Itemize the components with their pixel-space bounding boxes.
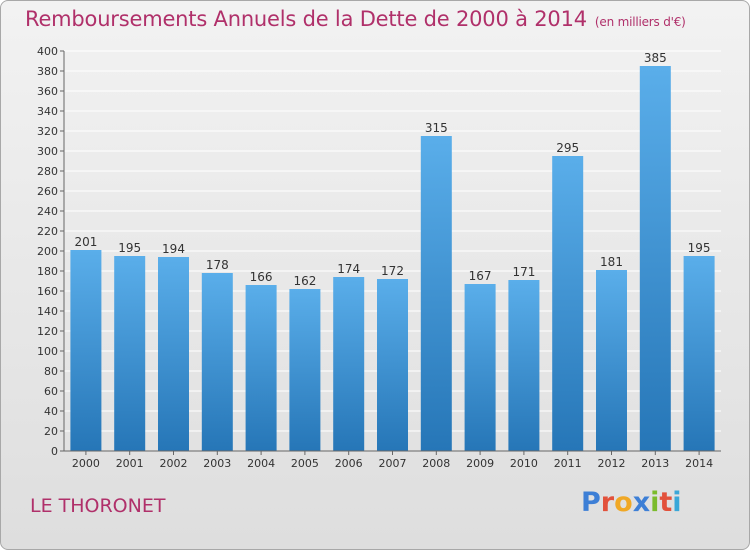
x-tick-label: 2009 (466, 457, 494, 470)
y-tick-label: 240 (37, 205, 58, 218)
bar-value-label: 295 (556, 141, 579, 155)
y-tick-label: 340 (37, 105, 58, 118)
y-tick-label: 220 (37, 225, 58, 238)
bar (158, 257, 189, 451)
bar-value-label: 166 (250, 270, 273, 284)
bar-value-label: 195 (688, 241, 711, 255)
y-tick-label: 120 (37, 325, 58, 338)
x-tick-label: 2001 (116, 457, 144, 470)
x-tick-label: 2006 (335, 457, 363, 470)
y-tick-label: 140 (37, 305, 58, 318)
bar-value-label: 194 (162, 242, 185, 256)
x-tick-label: 2011 (554, 457, 582, 470)
y-tick-label: 360 (37, 85, 58, 98)
x-tick-label: 2002 (160, 457, 188, 470)
x-tick-label: 2010 (510, 457, 538, 470)
logo-letter: t (659, 487, 673, 518)
proxiti-logo: Proxiti (581, 487, 682, 518)
x-tick-label: 2013 (641, 457, 669, 470)
x-tick-label: 2012 (598, 457, 626, 470)
logo-letter: i (672, 487, 682, 518)
y-tick-label: 300 (37, 145, 58, 158)
bar (114, 256, 146, 451)
bar (596, 270, 627, 451)
y-tick-label: 60 (44, 385, 58, 398)
y-tick-label: 80 (44, 365, 58, 378)
bar (245, 285, 277, 451)
bar (508, 280, 540, 451)
chart-title: Remboursements Annuels de la Dette de 20… (25, 7, 686, 31)
chart-title-text: Remboursements Annuels de la Dette de 20… (25, 7, 587, 31)
x-tick-label: 2007 (379, 457, 407, 470)
y-tick-label: 100 (37, 345, 58, 358)
bar-value-label: 181 (600, 255, 623, 269)
bar (420, 136, 452, 451)
bar-value-label: 167 (469, 269, 492, 283)
bar (289, 289, 321, 451)
commune-name: LE THORONET (30, 495, 166, 517)
bar (552, 156, 584, 451)
bar (464, 284, 496, 451)
logo-letter: r (600, 487, 615, 518)
bar-value-label: 195 (118, 241, 141, 255)
y-tick-label: 160 (37, 285, 58, 298)
bar-value-label: 385 (644, 51, 667, 65)
y-tick-label: 20 (44, 425, 58, 438)
bar (70, 250, 102, 451)
bar-value-label: 172 (381, 264, 404, 278)
chart-subtitle: (en milliers d'€) (594, 15, 686, 29)
bar (639, 66, 671, 451)
axes: 0 20 40 60 80 100 120 140 160 180 200 220 240 260 280 3… (37, 45, 721, 470)
bar-value-label: 174 (337, 262, 360, 276)
bar (683, 256, 715, 451)
x-tick-label: 2008 (422, 457, 450, 470)
y-tick-label: 180 (37, 265, 58, 278)
y-tick-label: 40 (44, 405, 58, 418)
x-tick-label: 2000 (72, 457, 100, 470)
x-tick-label: 2005 (291, 457, 319, 470)
y-tick-label: 380 (37, 65, 58, 78)
x-tick-label: 2003 (203, 457, 231, 470)
bar-value-label: 171 (512, 265, 535, 279)
bar-value-label: 315 (425, 121, 448, 135)
bar (333, 277, 365, 451)
y-tick-label: 200 (37, 245, 58, 258)
bar-value-label: 178 (206, 258, 229, 272)
y-tick-label: 0 (51, 445, 58, 458)
x-tick-label: 2014 (685, 457, 713, 470)
bar (201, 273, 233, 451)
logo-letter: o (614, 487, 633, 518)
y-tick-label: 280 (37, 165, 58, 178)
bars: 201 195 194 178 166 162 174 172 315 167 171 295 181 3… (70, 51, 715, 451)
logo-letter: P (581, 487, 601, 518)
y-tick-label: 400 (37, 45, 58, 58)
x-tick-label: 2004 (247, 457, 275, 470)
y-tick-label: 260 (37, 185, 58, 198)
y-tick-label: 320 (37, 125, 58, 138)
bar (377, 279, 408, 451)
bar-value-label: 162 (293, 274, 316, 288)
logo-letter: x (632, 487, 651, 518)
bar-value-label: 201 (74, 235, 97, 249)
logo-letter: i (650, 487, 660, 518)
